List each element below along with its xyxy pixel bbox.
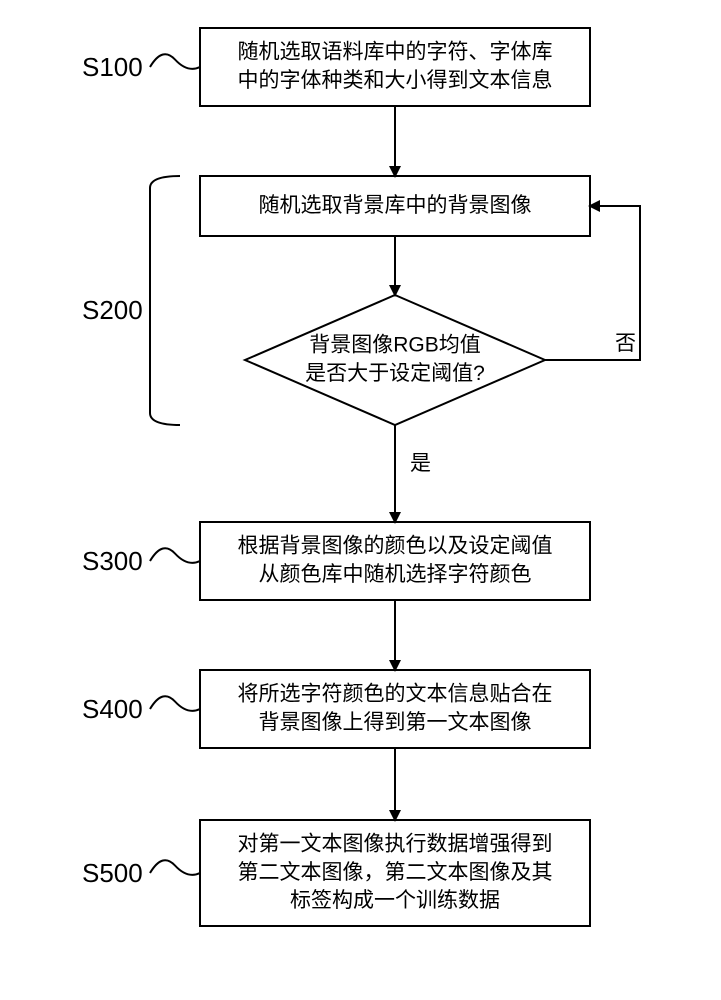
- node-s300: 根据背景图像的颜色以及设定阈值从颜色库中随机选择字符颜色: [200, 522, 590, 600]
- svg-text:将所选字符颜色的文本信息贴合在: 将所选字符颜色的文本信息贴合在: [238, 683, 553, 706]
- label-s500: S500: [82, 858, 200, 888]
- label-s300: S300: [82, 546, 200, 576]
- label-s400: S400: [82, 694, 200, 724]
- svg-text:背景图像RGB均值: 背景图像RGB均值: [309, 334, 481, 357]
- svg-text:S500: S500: [82, 858, 143, 888]
- svg-text:S100: S100: [82, 52, 143, 82]
- svg-text:对第一文本图像执行数据增强得到: 对第一文本图像执行数据增强得到: [238, 832, 553, 855]
- node-s100: 随机选取语料库中的字符、字体库中的字体种类和大小得到文本信息: [200, 28, 590, 106]
- label-s200: S200: [82, 295, 143, 325]
- node-s500: 对第一文本图像执行数据增强得到第二文本图像，第二文本图像及其标签构成一个训练数据: [200, 820, 590, 926]
- edge-label: 否: [615, 332, 636, 355]
- svg-text:第二文本图像，第二文本图像及其: 第二文本图像，第二文本图像及其: [238, 861, 553, 884]
- svg-text:S200: S200: [82, 295, 143, 325]
- brace-s200: [150, 176, 180, 425]
- flowchart: 随机选取语料库中的字符、字体库中的字体种类和大小得到文本信息随机选取背景库中的背…: [0, 0, 721, 1000]
- node-s200b: 背景图像RGB均值是否大于设定阈值?: [245, 295, 545, 425]
- edge-label: 是: [410, 452, 431, 475]
- svg-text:从颜色库中随机选择字符颜色: 从颜色库中随机选择字符颜色: [259, 563, 532, 586]
- edge-e3: 是: [395, 425, 431, 522]
- svg-text:S400: S400: [82, 694, 143, 724]
- node-s200a: 随机选取背景库中的背景图像: [200, 176, 590, 236]
- svg-text:根据背景图像的颜色以及设定阈值: 根据背景图像的颜色以及设定阈值: [238, 535, 553, 558]
- svg-text:随机选取背景库中的背景图像: 随机选取背景库中的背景图像: [259, 194, 532, 217]
- svg-text:标签构成一个训练数据: 标签构成一个训练数据: [290, 889, 500, 912]
- svg-text:背景图像上得到第一文本图像: 背景图像上得到第一文本图像: [259, 711, 532, 734]
- label-s100: S100: [82, 52, 200, 82]
- svg-text:随机选取语料库中的字符、字体库: 随机选取语料库中的字符、字体库: [238, 41, 553, 64]
- svg-text:是否大于设定阈值?: 是否大于设定阈值?: [305, 362, 485, 385]
- svg-text:中的字体种类和大小得到文本信息: 中的字体种类和大小得到文本信息: [238, 69, 553, 92]
- svg-text:S300: S300: [82, 546, 143, 576]
- node-s400: 将所选字符颜色的文本信息贴合在背景图像上得到第一文本图像: [200, 670, 590, 748]
